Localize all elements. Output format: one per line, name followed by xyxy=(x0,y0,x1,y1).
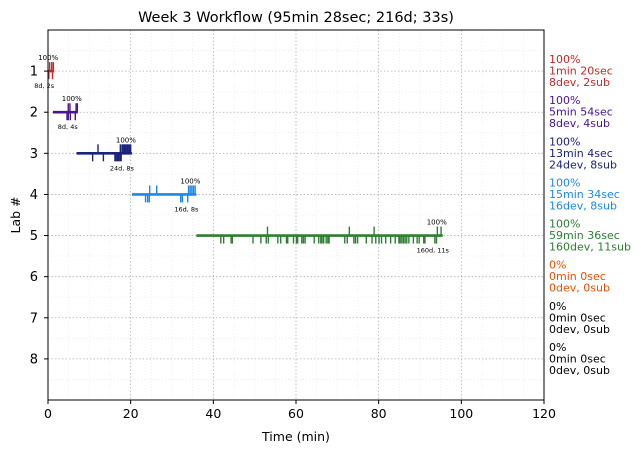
x-tick-label: 120 xyxy=(532,406,556,421)
lab-7-summary-line: 0min 0sec xyxy=(549,311,606,324)
lab-6-summary-line: 0% xyxy=(549,259,566,272)
lab-2-summary-line: 100% xyxy=(549,94,580,107)
lab-5-summary-line: 100% xyxy=(549,218,580,231)
lab-1-summary-line: 100% xyxy=(549,53,580,66)
y-tick-label: 3 xyxy=(30,147,38,162)
y-tick-label: 1 xyxy=(30,65,38,80)
lab-5-summary-line: 59min 36sec xyxy=(549,229,620,242)
x-tick-label: 40 xyxy=(205,406,221,421)
x-tick-label: 60 xyxy=(288,406,304,421)
lab-8-summary-line: 0dev, 0sub xyxy=(549,364,610,377)
x-tick-label: 100 xyxy=(449,406,473,421)
y-tick-label: 2 xyxy=(30,106,38,121)
lab-4-counts-label: 16d, 8s xyxy=(174,205,199,213)
x-tick-label: 80 xyxy=(371,406,387,421)
x-tick-label: 0 xyxy=(44,406,52,421)
lab-3-counts-label: 24d, 8s xyxy=(110,164,135,172)
lab-5-counts-label: 160d, 11s xyxy=(417,247,450,255)
lab-6-summary-line: 0dev, 0sub xyxy=(549,282,610,295)
y-tick-label: 8 xyxy=(30,352,38,367)
lab-8-summary-line: 0min 0sec xyxy=(549,352,606,365)
lab-1-summary-line: 1min 20sec xyxy=(549,65,613,78)
lab-2-percent-label: 100% xyxy=(62,95,82,103)
lab-4-summary-line: 16dev, 8sub xyxy=(549,199,617,212)
y-tick-label: 7 xyxy=(30,311,38,326)
grid-layer xyxy=(48,30,544,400)
lab-5-summary-line: 160dev, 11sub xyxy=(549,241,631,254)
y-tick-label: 4 xyxy=(30,188,38,203)
lab-1-summary-line: 8dev, 2sub xyxy=(549,76,610,89)
lab-6-summary-line: 0min 0sec xyxy=(549,270,606,283)
lab-4-summary-line: 100% xyxy=(549,176,580,189)
lab-2-summary-line: 8dev, 4sub xyxy=(549,117,610,130)
lab-3-summary-line: 13min 4sec xyxy=(549,147,613,160)
y-tick-label: 5 xyxy=(30,229,38,244)
lab-3-summary-line: 24dev, 8sub xyxy=(549,158,617,171)
y-tick-label: 6 xyxy=(30,270,38,285)
ticks-layer: 0 20 40 60 80 100 120 1 2 3 4 5 6 7 8 xyxy=(30,65,556,421)
x-tick-label: 20 xyxy=(123,406,139,421)
y-axis-label: Lab # xyxy=(8,196,23,233)
lab-4-summary-line: 15min 34sec xyxy=(549,188,620,201)
bars-layer: 100% 8d, 2s 100% 8d, 4s 100% 24d, 8s 100% 16d, … xyxy=(34,54,449,254)
lab-2-summary-line: 5min 54sec xyxy=(549,106,613,119)
lab-7-summary-line: 0dev, 0sub xyxy=(549,323,610,336)
lab-1-counts-label: 8d, 2s xyxy=(34,82,55,90)
lab-3-summary-line: 100% xyxy=(549,135,580,148)
lab-2-counts-label: 8d, 4s xyxy=(58,123,79,131)
lab-7-summary-line: 0% xyxy=(549,300,566,313)
lab-5-percent-label: 100% xyxy=(427,219,447,227)
x-axis-label: Time (min) xyxy=(261,429,330,444)
lab-8-summary-line: 0% xyxy=(549,341,566,354)
lab-3-percent-label: 100% xyxy=(116,136,136,144)
lab-4-percent-label: 100% xyxy=(180,177,200,185)
chart-title: Week 3 Workflow (95min 28sec; 216d; 33s) xyxy=(138,10,454,26)
